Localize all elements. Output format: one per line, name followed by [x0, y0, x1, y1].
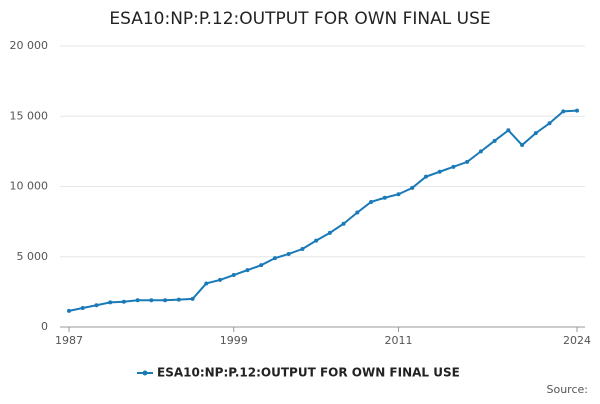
point	[437, 169, 442, 174]
point	[176, 297, 181, 302]
point	[163, 298, 168, 303]
x-tick-label: 1987	[55, 334, 83, 347]
point	[520, 143, 525, 148]
line	[68, 109, 578, 312]
source: Source:	[547, 383, 589, 396]
point	[67, 308, 71, 313]
y-tick-label: 0	[41, 320, 48, 333]
point	[396, 192, 401, 197]
point	[204, 281, 209, 286]
point	[451, 164, 456, 169]
point	[506, 128, 511, 133]
x-tick-label: 1999	[220, 334, 248, 347]
point	[492, 138, 497, 143]
point	[149, 298, 154, 303]
point	[135, 298, 140, 303]
point	[355, 210, 360, 215]
x-tick-label: 2024	[563, 334, 591, 347]
point	[410, 185, 415, 190]
point	[231, 273, 236, 278]
point	[272, 256, 277, 261]
point	[547, 121, 552, 126]
legend-label: ESA10:NP:P.12:OUTPUT FOR OWN FINAL USE	[157, 366, 460, 380]
point	[478, 149, 483, 154]
legend-symbol	[142, 370, 148, 376]
chart-title: ESA10:NP:P.12:OUTPUT FOR OWN FINAL USE	[109, 9, 490, 29]
point	[108, 300, 113, 305]
point	[423, 174, 428, 179]
point	[327, 230, 332, 235]
point	[80, 306, 85, 311]
point	[218, 277, 223, 282]
point	[94, 303, 99, 308]
point	[314, 238, 319, 243]
point	[286, 251, 291, 256]
point	[382, 195, 387, 200]
y-tick-label: 20 000	[10, 39, 49, 52]
point	[465, 159, 470, 164]
y-tick-label: 10 000	[10, 180, 49, 193]
point	[561, 109, 566, 114]
point	[369, 199, 374, 204]
x-tick-label: 2011	[385, 334, 413, 347]
y-tick-label: 5 000	[17, 250, 49, 263]
point	[245, 268, 250, 273]
y-tick-label: 15 000	[10, 109, 49, 122]
point	[190, 296, 195, 301]
point	[300, 247, 305, 252]
point	[341, 221, 346, 226]
point	[121, 299, 126, 304]
point	[575, 108, 579, 113]
point	[259, 263, 264, 268]
point	[533, 131, 538, 136]
